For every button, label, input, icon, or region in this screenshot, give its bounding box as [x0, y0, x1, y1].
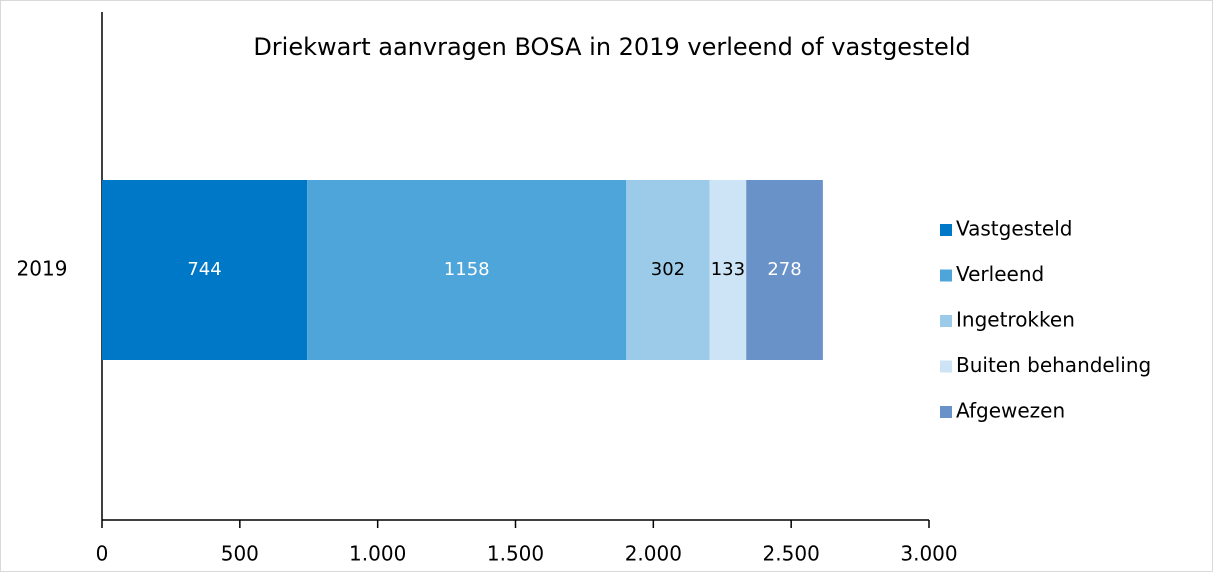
legend-label: Buiten behandeling — [956, 353, 1151, 377]
x-tick-label: 3.000 — [900, 542, 957, 566]
x-tick-label: 2.000 — [625, 542, 682, 566]
data-label: 133 — [711, 259, 745, 280]
y-tick-label: 2019 — [17, 257, 68, 281]
bar-segment — [102, 180, 308, 360]
legend-label: Ingetrokken — [956, 308, 1075, 332]
legend-swatch — [940, 269, 952, 282]
x-tick-label: 1.500 — [487, 542, 544, 566]
data-label: 1158 — [444, 259, 490, 280]
legend-swatch — [940, 315, 952, 327]
legend-swatch — [940, 360, 952, 373]
bar-segment — [746, 180, 823, 360]
x-tick-label: 2.500 — [763, 542, 820, 566]
chart-title: Driekwart aanvragen BOSA in 2019 verleen… — [253, 33, 970, 61]
data-label: 302 — [651, 259, 685, 280]
bar-segment — [626, 180, 710, 360]
data-label: 744 — [187, 259, 221, 280]
bar-segment — [307, 180, 627, 360]
x-tick-label: 500 — [221, 542, 259, 566]
legend-swatch — [940, 224, 952, 236]
x-tick-label: 1.000 — [349, 542, 406, 566]
legend-label: Vastgesteld — [956, 217, 1072, 241]
data-label: 278 — [767, 259, 801, 280]
legend-label: Afgewezen — [956, 399, 1065, 423]
legend-label: Verleend — [956, 262, 1044, 286]
legend-swatch — [940, 406, 952, 418]
x-tick-label: 0 — [96, 542, 109, 566]
bar-segment — [709, 180, 747, 360]
